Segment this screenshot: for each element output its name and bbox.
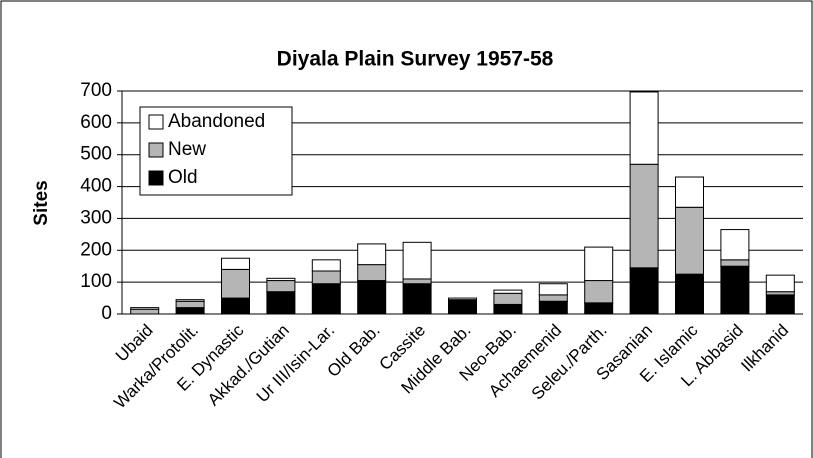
bar-segment: [311, 259, 341, 272]
bar-segment: [266, 291, 296, 315]
chart-title: Diyala Plain Survey 1957-58: [277, 48, 554, 71]
bar-segment: [538, 294, 568, 302]
bar-segment: [130, 307, 160, 310]
y-tick-label: 0: [101, 303, 112, 324]
bar-segment: [175, 299, 205, 302]
legend-swatch: [148, 170, 164, 186]
bar-segment: [357, 264, 387, 282]
bar-segment: [584, 246, 614, 282]
bar-segment: [130, 308, 160, 315]
bar-segment: [493, 303, 523, 315]
bar-segment: [266, 277, 296, 282]
legend-label: Abandoned: [168, 111, 265, 132]
y-tick-label: 600: [80, 112, 112, 133]
bar-segment: [493, 292, 523, 305]
bar-segment: [357, 280, 387, 315]
bar-segment: [402, 241, 432, 280]
legend: Abandoned New Old: [139, 106, 293, 196]
bar-segment: [538, 283, 568, 296]
bar-segment: [765, 294, 795, 315]
bar-segment: [584, 280, 614, 304]
bar-segment: [221, 257, 250, 270]
bar-segment: [675, 206, 704, 275]
y-tick-label: 400: [80, 176, 112, 197]
legend-label: New: [168, 139, 206, 160]
y-tick-label: 200: [80, 239, 112, 260]
bar-segment: [765, 274, 795, 293]
bar-segment: [311, 283, 341, 315]
bar-segment: [311, 270, 341, 285]
bar-segment: [720, 259, 750, 267]
y-tick-label: 500: [80, 144, 112, 165]
bar-segment: [448, 299, 477, 315]
bar-segment: [629, 163, 659, 269]
bar-segment: [675, 273, 704, 315]
bar-segment: [584, 302, 614, 315]
bar-segment: [175, 300, 205, 309]
bar-segment: [720, 265, 750, 315]
bar-segment: [402, 283, 432, 315]
bar-segment: [629, 267, 659, 315]
bar-segment: [720, 229, 750, 261]
legend-swatch: [148, 114, 164, 130]
bar-segment: [629, 91, 659, 165]
y-axis-label: Sites: [31, 180, 52, 225]
bar-segment: [357, 243, 387, 266]
bar-segment: [675, 176, 704, 208]
bar-segment: [448, 297, 477, 301]
legend-label: Old: [168, 167, 198, 188]
bar-segment: [221, 297, 250, 315]
y-tick-label: 300: [80, 207, 112, 228]
bar-segment: [493, 289, 523, 294]
legend-box: [139, 106, 293, 196]
bar-segment: [266, 280, 296, 293]
y-tick-label: 700: [80, 80, 112, 101]
bar-segment: [402, 278, 432, 285]
bar-segment: [221, 268, 250, 299]
legend-swatch: [148, 142, 164, 158]
y-tick-label: 100: [80, 271, 112, 292]
bar-segment: [538, 300, 568, 315]
bar-segment: [175, 307, 205, 315]
